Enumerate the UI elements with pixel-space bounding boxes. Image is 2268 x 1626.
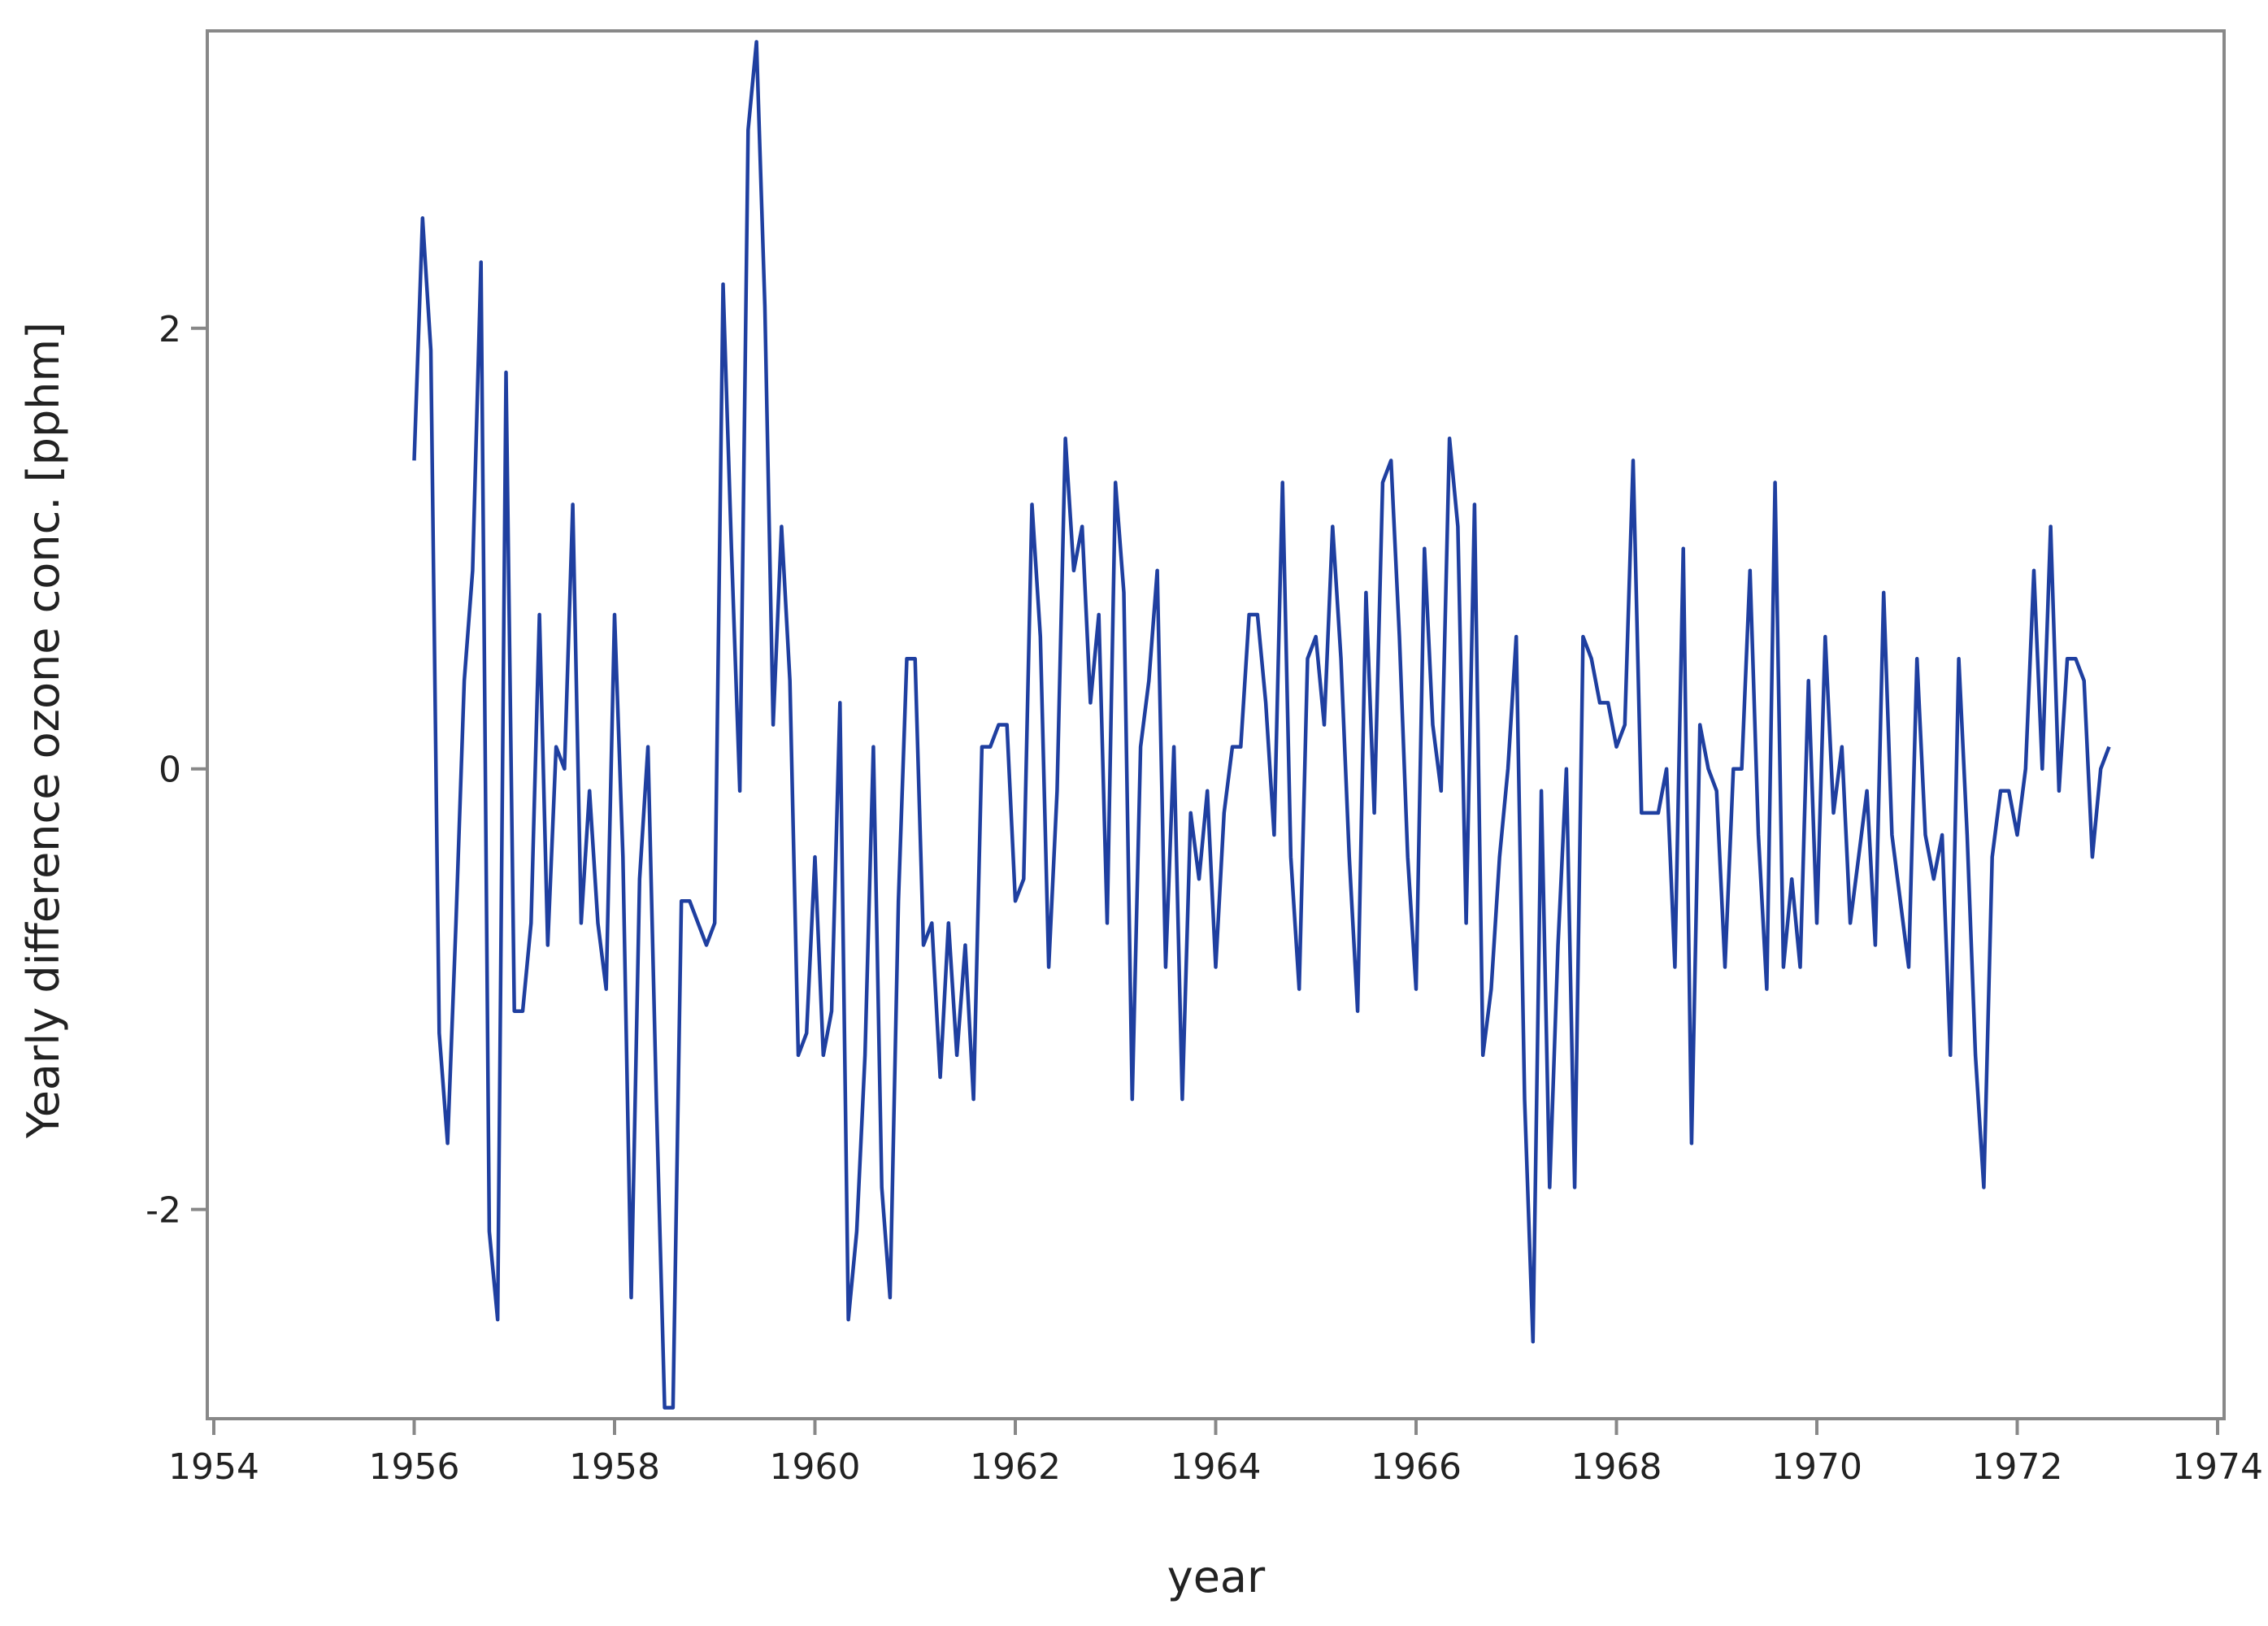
- x-tick-label: 1970: [1771, 1446, 1862, 1488]
- x-axis-title: year: [1167, 1551, 1266, 1602]
- x-axis: 1954 1956 1958 1960 1962 1964 1966 1968 1970 1972…: [168, 1419, 2263, 1488]
- x-tick-label: 1968: [1571, 1446, 1662, 1488]
- x-tick-label: 1962: [970, 1446, 1061, 1488]
- y-axis: -2 0 2: [146, 309, 207, 1232]
- x-tick-label: 1956: [369, 1446, 460, 1488]
- x-tick-label: 1972: [1972, 1446, 2063, 1488]
- x-tick-label: 1954: [168, 1446, 259, 1488]
- x-tick-label: 1964: [1171, 1446, 1262, 1488]
- series-line: [412, 40, 2111, 1410]
- x-tick-label: 1966: [1371, 1446, 1462, 1488]
- y-tick-label: 0: [159, 750, 181, 791]
- y-tick-label: -2: [146, 1190, 181, 1232]
- x-tick-label: 1960: [770, 1446, 861, 1488]
- x-tick-label: 1958: [569, 1446, 660, 1488]
- y-tick-label: 2: [159, 309, 181, 350]
- x-tick-label: 1974: [2172, 1446, 2263, 1488]
- y-axis-title: Yearly difference ozone conc. [pphm]: [18, 322, 69, 1139]
